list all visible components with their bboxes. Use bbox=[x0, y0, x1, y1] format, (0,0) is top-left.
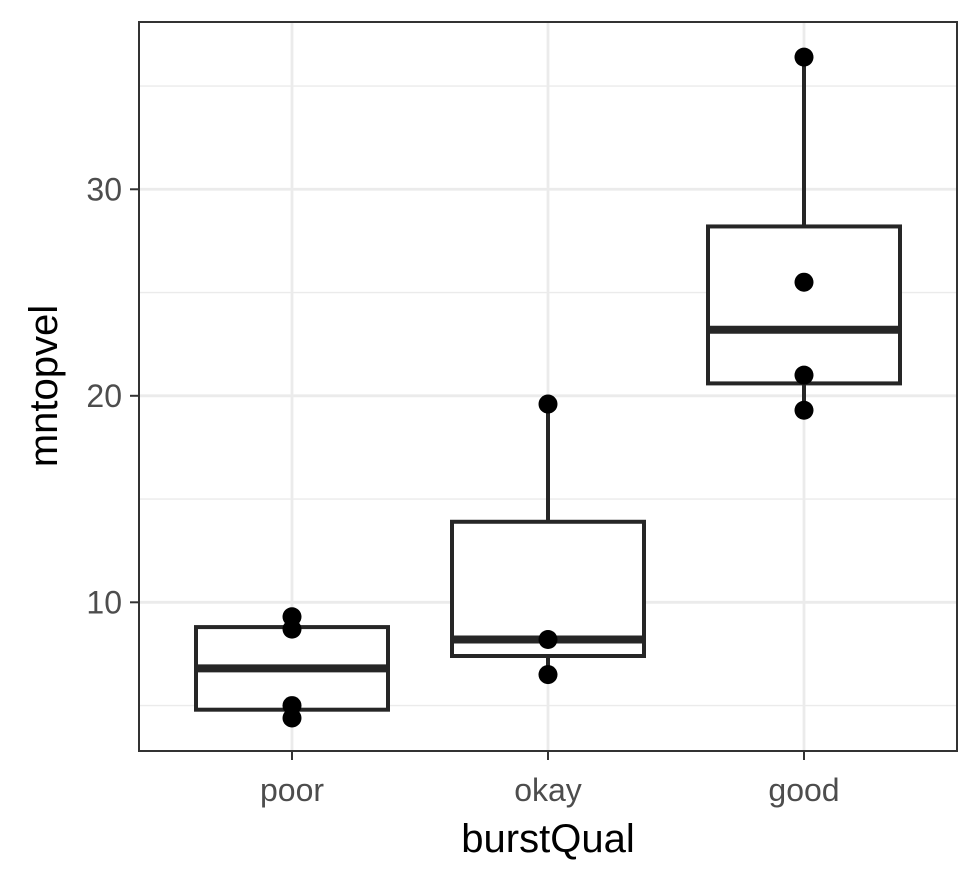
box-layer bbox=[194, 57, 902, 718]
data-point bbox=[538, 394, 558, 414]
data-point bbox=[794, 400, 814, 420]
data-point bbox=[794, 47, 814, 67]
iqr-box bbox=[706, 224, 902, 386]
y-tick-label: 10 bbox=[86, 584, 122, 620]
y-axis-title: mntopvel bbox=[22, 305, 66, 467]
data-point bbox=[282, 619, 302, 639]
axis-layer: 10 20 30 poor okay good bbox=[86, 171, 839, 808]
y-tick-label: 20 bbox=[86, 378, 122, 414]
data-point bbox=[538, 629, 558, 649]
y-tick-label: 30 bbox=[86, 171, 122, 207]
point-layer bbox=[282, 47, 814, 728]
box-poor bbox=[194, 616, 390, 718]
data-point bbox=[538, 665, 558, 685]
x-tick-label: good bbox=[768, 772, 839, 808]
data-point bbox=[794, 272, 814, 292]
x-axis-title: burstQual bbox=[461, 817, 634, 861]
box-good bbox=[706, 57, 902, 411]
x-tick-label: okay bbox=[514, 772, 582, 808]
data-point bbox=[794, 365, 814, 385]
data-point bbox=[282, 708, 302, 728]
x-tick-label: poor bbox=[260, 772, 324, 808]
